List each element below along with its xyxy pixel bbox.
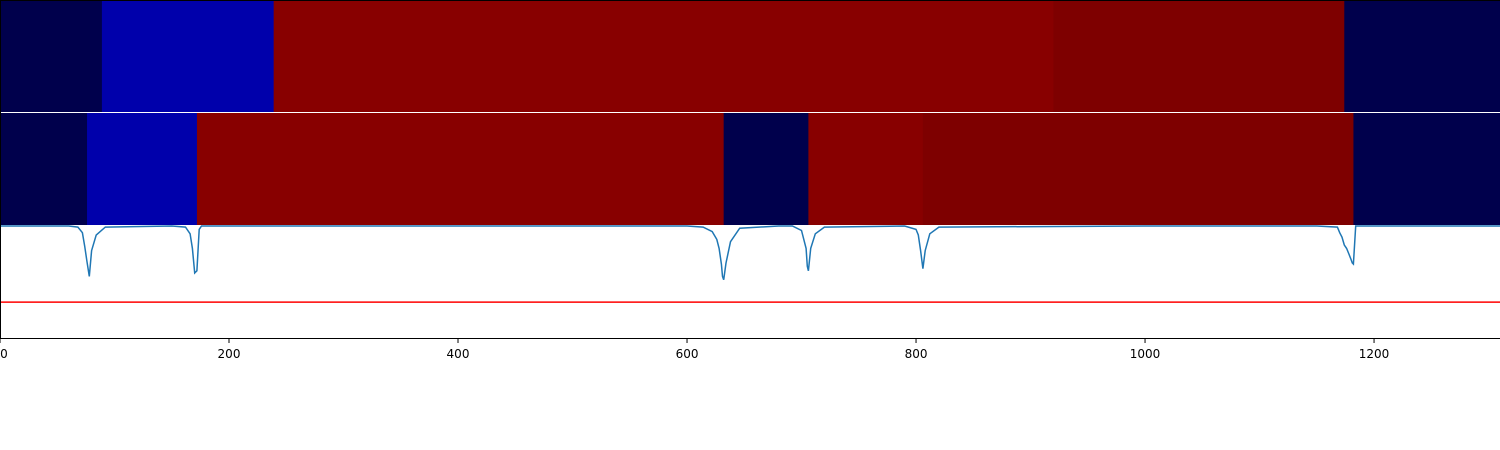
x-tick-label-1200: 1200 [1359, 347, 1390, 361]
segment-row2-6 [922, 113, 1354, 225]
x-axis: 0 200 400 600 800 1000 1200 [0, 338, 1389, 361]
x-tick-label-200: 200 [218, 347, 241, 361]
signal-panel-frame [0, 226, 1500, 338]
x-tick-label-400: 400 [447, 347, 470, 361]
segment-row2-3 [196, 113, 725, 225]
segment-row2-4 [723, 113, 809, 225]
x-tick-label-1000: 1000 [1130, 347, 1161, 361]
segment-row2-7 [1353, 113, 1500, 225]
segment-row2-2 [87, 113, 198, 225]
segment-row1-2 [101, 0, 275, 112]
x-tick-label-800: 800 [905, 347, 928, 361]
segment-row2-1 [0, 113, 88, 225]
x-tick-label-600: 600 [676, 347, 699, 361]
segment-row1-1 [0, 0, 103, 112]
segmentation-row-2 [0, 113, 1500, 225]
segment-row1-3 [273, 0, 1054, 112]
signal-line [0, 225, 1500, 281]
x-tick-label-0: 0 [0, 347, 8, 361]
signal-panel [0, 225, 1500, 338]
segment-row1-4 [1053, 0, 1345, 112]
segment-row2-5 [808, 113, 924, 225]
segment-row1-5 [1344, 0, 1500, 112]
segmentation-row-1 [0, 0, 1500, 112]
